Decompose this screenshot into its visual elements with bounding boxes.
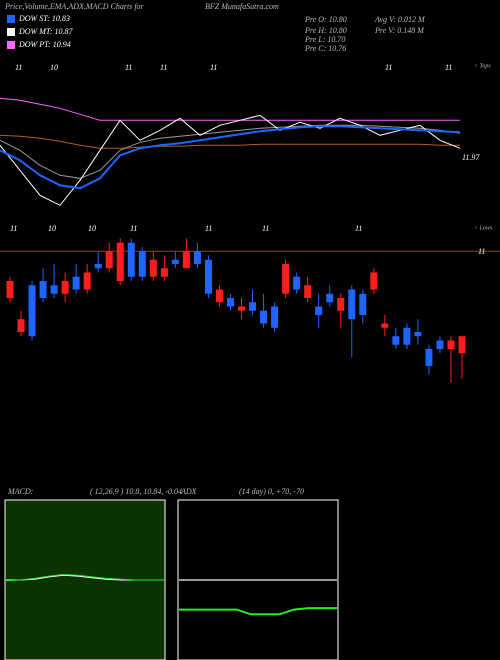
series-line	[0, 125, 461, 190]
candle-body	[381, 323, 389, 328]
top-mark: 11	[125, 63, 132, 72]
candle-body	[348, 289, 356, 320]
series-line	[0, 97, 460, 121]
panel-subtitle: ( 12,26,9 ) 10.8, 10.84, -0.04	[90, 487, 182, 496]
info: Pre H: 10.80	[304, 26, 347, 35]
low-mark: 11	[205, 224, 212, 233]
candle-body	[293, 276, 301, 290]
legend-label: DOW ST: 10.83	[18, 14, 70, 23]
candle-body	[414, 332, 422, 337]
panel-title: ADX	[180, 487, 198, 496]
tops-label: < Tops	[474, 63, 491, 69]
candle-body	[6, 281, 14, 298]
candle-body	[403, 327, 411, 345]
candle-body	[271, 306, 279, 328]
low-mark: 10	[48, 224, 56, 233]
candle-body	[72, 276, 80, 290]
candle-body	[138, 251, 146, 277]
lows-label: < Lows	[474, 225, 493, 231]
candle-body	[282, 264, 290, 294]
y-tick-label: 11	[478, 247, 485, 256]
header-center: BFZ MunafaSutra.com	[205, 2, 279, 11]
info: Pre L: 10.70	[304, 35, 345, 44]
candle-body	[260, 310, 268, 324]
candle-body	[83, 272, 91, 290]
candle-body	[171, 259, 179, 264]
candle-body	[94, 264, 102, 269]
series-line	[5, 573, 164, 582]
candle-body	[193, 251, 201, 264]
candle-body	[127, 242, 135, 277]
legend-swatch	[7, 15, 15, 23]
candle-body	[226, 298, 234, 307]
candle-body	[215, 289, 223, 303]
low-mark: 11	[10, 224, 17, 233]
legend-label: DOW MT: 10.87	[18, 27, 74, 36]
y-tick-label: 11.97	[462, 153, 480, 162]
candle-body	[436, 340, 444, 349]
candle-body	[105, 251, 113, 269]
top-mark: 11	[385, 63, 392, 72]
candle-body	[425, 349, 433, 366]
candle-body	[326, 293, 334, 303]
legend-swatch	[7, 41, 15, 49]
header-left: Price,Volume,EMA,ADX,MACD Charts for	[4, 2, 145, 11]
candle-body	[392, 336, 400, 345]
legend-label: DOW PT: 10.94	[18, 40, 71, 49]
top-mark: 11	[160, 63, 167, 72]
candle-body	[149, 259, 157, 277]
candle-body	[50, 285, 58, 294]
series-line	[0, 134, 460, 149]
candle-body	[238, 306, 246, 311]
candle-body	[182, 251, 190, 269]
candle-body	[17, 319, 25, 332]
top-mark: 11	[210, 63, 217, 72]
info: Pre O: 10.80	[304, 15, 347, 24]
candle-body	[458, 336, 466, 354]
candle-body	[39, 281, 47, 298]
candle-body	[116, 242, 124, 281]
candle-body	[370, 272, 378, 290]
series-line	[0, 124, 461, 179]
info: Avg V: 0.012 M	[374, 15, 426, 24]
low-mark: 10	[88, 224, 96, 233]
candle-body	[337, 298, 345, 311]
low-mark: 11	[130, 224, 137, 233]
panel-title: MACD:	[7, 487, 34, 496]
candle-body	[447, 340, 455, 349]
candle-body	[359, 293, 367, 315]
top-mark: 11	[15, 63, 22, 72]
candle-body	[28, 285, 36, 337]
low-mark: 11	[355, 224, 362, 233]
candle-body	[61, 281, 69, 294]
info: Pre C: 10.76	[304, 44, 346, 53]
top-mark: 11	[445, 63, 452, 72]
low-mark: 11	[262, 224, 269, 233]
info: Pre V: 0.148 M	[374, 26, 425, 35]
candle-body	[160, 268, 168, 277]
legend-swatch	[7, 28, 15, 36]
candle-body	[249, 302, 257, 311]
candle-body	[315, 306, 323, 315]
series-line	[0, 114, 461, 206]
candle-body	[204, 259, 212, 294]
candle-body	[304, 285, 312, 298]
top-mark: 10	[50, 63, 58, 72]
series-line	[179, 607, 337, 616]
panel-subtitle: (14 day) 0, +70, -70	[239, 487, 304, 496]
